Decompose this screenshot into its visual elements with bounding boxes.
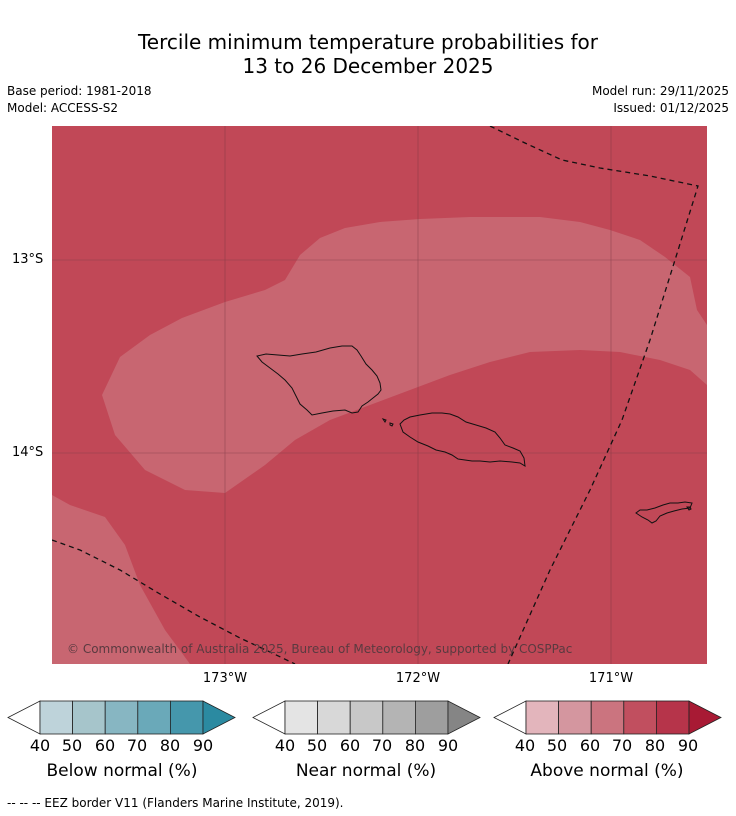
- tick-below-40: 40: [29, 736, 51, 755]
- base-period: Base period: 1981-2018: [7, 84, 152, 98]
- lat-label-13s: 13°S: [12, 252, 44, 267]
- colorbar-segment-1: [39, 700, 73, 735]
- tick-near-60: 60: [339, 736, 361, 755]
- colorbar-segment-5: [655, 700, 690, 735]
- colorbar-segment-4: [137, 700, 171, 735]
- tick-below-80: 80: [159, 736, 181, 755]
- colorbar-segment-2: [317, 700, 351, 735]
- tick-above-70: 70: [611, 736, 633, 755]
- tick-near-90: 90: [437, 736, 459, 755]
- colorbar-segment-1: [525, 700, 559, 735]
- chart-title: Tercile minimum temperature probabilitie…: [0, 30, 736, 78]
- tick-above-50: 50: [546, 736, 568, 755]
- map-gridlines: [52, 126, 707, 664]
- map-canvas: [52, 126, 707, 664]
- probability-70-80-band: [102, 217, 707, 493]
- model-name: Model: ACCESS-S2: [7, 101, 119, 115]
- eez-footnote: -- -- -- EEZ border V11 (Flanders Marine…: [7, 796, 344, 810]
- meta-left: Base period: 1981-2018 Model: ACCESS-S2: [7, 83, 152, 117]
- colorbar-segment-4: [382, 700, 416, 735]
- eez-border: [52, 126, 699, 664]
- issued-date: Issued: 01/12/2025: [613, 101, 729, 115]
- colorbar-segment-3: [104, 700, 139, 735]
- colorbar-segment-2: [558, 700, 592, 735]
- meta-right: Model run: 29/11/2025 Issued: 01/12/2025: [592, 83, 729, 117]
- lon-label-173w: 173°W: [202, 671, 248, 686]
- colorbar-segment-4: [623, 700, 657, 735]
- colorbar-min-extend: [252, 700, 286, 735]
- tick-above-40: 40: [514, 736, 536, 755]
- colorbar-above: [493, 700, 722, 735]
- colorbar-segment-3: [349, 700, 384, 735]
- colorbar-max-extend: [447, 700, 481, 735]
- lon-label-172w: 172°W: [395, 671, 441, 686]
- colorbar-min-extend: [493, 700, 527, 735]
- title-line-2: 13 to 26 December 2025: [242, 54, 494, 78]
- legend-title-near: Near normal (%): [295, 761, 437, 781]
- tick-near-40: 40: [274, 736, 296, 755]
- model-run: Model run: 29/11/2025: [591, 84, 729, 98]
- colorbar-max-extend: [688, 700, 722, 735]
- title-line-1: Tercile minimum temperature probabilitie…: [137, 30, 599, 54]
- colorbar-segment-1: [284, 700, 318, 735]
- colorbar-segment-3: [590, 700, 625, 735]
- colorbar-max-extend: [202, 700, 236, 735]
- colorbar-segment-5: [169, 700, 204, 735]
- lat-label-14s: 14°S: [12, 445, 44, 460]
- colorbar-segment-2: [72, 700, 106, 735]
- tick-below-70: 70: [126, 736, 148, 755]
- colorbar-segment-5: [414, 700, 449, 735]
- copyright-notice: © Commonwealth of Australia 2025, Bureau…: [67, 642, 573, 656]
- legend-title-below: Below normal (%): [46, 761, 198, 781]
- savaii-island: [256, 345, 382, 416]
- tick-below-50: 50: [61, 736, 83, 755]
- tick-near-80: 80: [404, 736, 426, 755]
- tick-above-80: 80: [644, 736, 666, 755]
- tick-near-50: 50: [306, 736, 328, 755]
- probability-70-80-southwest: [52, 495, 190, 664]
- tick-above-90: 90: [677, 736, 699, 755]
- lon-label-171w: 171°W: [588, 671, 634, 686]
- legend-title-above: Above normal (%): [530, 761, 684, 781]
- island-coastlines: [256, 345, 693, 524]
- colorbar-near: [252, 700, 481, 735]
- tick-above-60: 60: [579, 736, 601, 755]
- tick-near-70: 70: [371, 736, 393, 755]
- manono-island: [381, 418, 394, 427]
- colorbar-min-extend: [7, 700, 41, 735]
- tick-below-60: 60: [94, 736, 116, 755]
- upolu-island: [399, 412, 526, 467]
- tick-below-90: 90: [192, 736, 214, 755]
- aunuu-island: [686, 506, 692, 511]
- colorbar-below: [7, 700, 236, 735]
